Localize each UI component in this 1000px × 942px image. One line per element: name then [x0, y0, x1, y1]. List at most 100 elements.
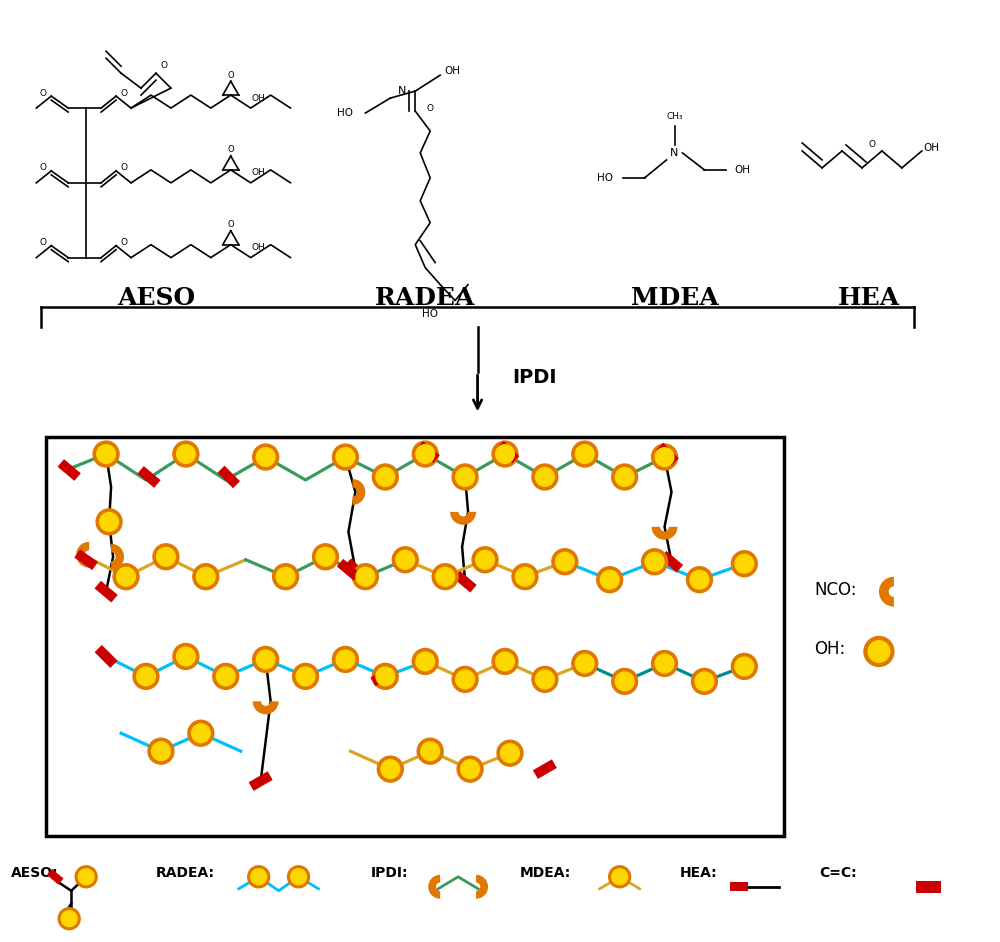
Wedge shape	[532, 464, 545, 490]
Circle shape	[868, 641, 890, 662]
Circle shape	[532, 464, 558, 490]
Circle shape	[501, 744, 519, 762]
Text: O: O	[40, 163, 47, 172]
Text: MDEA: MDEA	[631, 285, 718, 310]
Circle shape	[456, 670, 474, 689]
Circle shape	[695, 672, 714, 690]
Circle shape	[735, 658, 754, 675]
Circle shape	[421, 742, 440, 760]
Wedge shape	[652, 527, 678, 540]
Text: N: N	[670, 148, 679, 158]
Bar	[453, 571, 477, 593]
Text: OH: OH	[734, 165, 750, 175]
Circle shape	[296, 667, 315, 686]
Circle shape	[332, 646, 358, 673]
Circle shape	[276, 567, 295, 586]
Text: O: O	[427, 104, 434, 113]
Text: OH: OH	[252, 169, 266, 177]
Text: O: O	[121, 89, 128, 98]
Circle shape	[93, 441, 119, 467]
Wedge shape	[879, 577, 894, 607]
Text: AESO: AESO	[117, 285, 195, 310]
Circle shape	[690, 570, 709, 589]
Circle shape	[251, 869, 267, 885]
Text: OH:: OH:	[814, 641, 845, 658]
Bar	[730, 883, 748, 891]
Circle shape	[496, 445, 514, 463]
Circle shape	[536, 467, 554, 486]
Circle shape	[691, 669, 717, 694]
Circle shape	[597, 567, 623, 593]
Wedge shape	[273, 563, 286, 590]
Circle shape	[153, 544, 179, 570]
Text: O: O	[121, 238, 128, 247]
Circle shape	[293, 663, 319, 690]
Circle shape	[117, 567, 135, 586]
Circle shape	[173, 643, 199, 670]
Circle shape	[336, 447, 355, 466]
Text: O: O	[227, 71, 234, 80]
Text: RADEA: RADEA	[375, 285, 475, 310]
Circle shape	[456, 467, 474, 486]
Circle shape	[253, 646, 279, 673]
Text: OH: OH	[924, 143, 940, 153]
Text: IPDI: IPDI	[512, 367, 557, 387]
Circle shape	[417, 739, 443, 764]
Circle shape	[253, 444, 279, 470]
Circle shape	[492, 441, 518, 467]
Text: HEA: HEA	[838, 285, 900, 310]
Circle shape	[416, 652, 435, 671]
Circle shape	[615, 672, 634, 690]
Circle shape	[642, 549, 668, 575]
Circle shape	[612, 464, 638, 490]
Circle shape	[372, 663, 398, 690]
Circle shape	[731, 654, 757, 679]
Circle shape	[352, 563, 378, 590]
Wedge shape	[365, 563, 378, 590]
Circle shape	[173, 441, 199, 467]
Bar	[46, 437, 784, 836]
Text: C=C:: C=C:	[819, 866, 857, 880]
Circle shape	[652, 651, 678, 676]
Bar	[137, 466, 161, 488]
Circle shape	[461, 760, 479, 778]
Wedge shape	[428, 875, 440, 899]
Circle shape	[288, 866, 310, 887]
Circle shape	[248, 866, 270, 887]
Circle shape	[512, 563, 538, 590]
Circle shape	[536, 670, 554, 689]
Circle shape	[148, 739, 174, 764]
Wedge shape	[476, 875, 488, 899]
Circle shape	[552, 549, 578, 575]
Circle shape	[532, 666, 558, 692]
Text: O: O	[40, 238, 47, 247]
Circle shape	[177, 445, 195, 463]
Circle shape	[864, 637, 894, 666]
Circle shape	[213, 663, 239, 690]
Circle shape	[600, 570, 619, 589]
Bar	[656, 443, 679, 465]
Wedge shape	[253, 701, 279, 714]
Circle shape	[78, 869, 94, 885]
Text: HEA:: HEA:	[680, 866, 717, 880]
Circle shape	[188, 721, 214, 746]
Text: HO: HO	[597, 173, 613, 183]
Text: OH: OH	[444, 66, 460, 76]
Bar	[249, 771, 273, 791]
Bar	[533, 759, 557, 779]
Circle shape	[645, 552, 664, 571]
Circle shape	[291, 869, 306, 885]
Circle shape	[476, 550, 494, 569]
Wedge shape	[450, 512, 476, 525]
Circle shape	[376, 667, 395, 686]
Circle shape	[157, 547, 175, 566]
Wedge shape	[385, 464, 398, 490]
Circle shape	[555, 552, 574, 571]
Circle shape	[572, 651, 598, 676]
Bar	[217, 465, 240, 488]
Circle shape	[97, 445, 115, 463]
Circle shape	[313, 544, 338, 570]
Text: CH₃: CH₃	[666, 111, 683, 121]
Circle shape	[472, 546, 498, 573]
Circle shape	[377, 756, 403, 782]
